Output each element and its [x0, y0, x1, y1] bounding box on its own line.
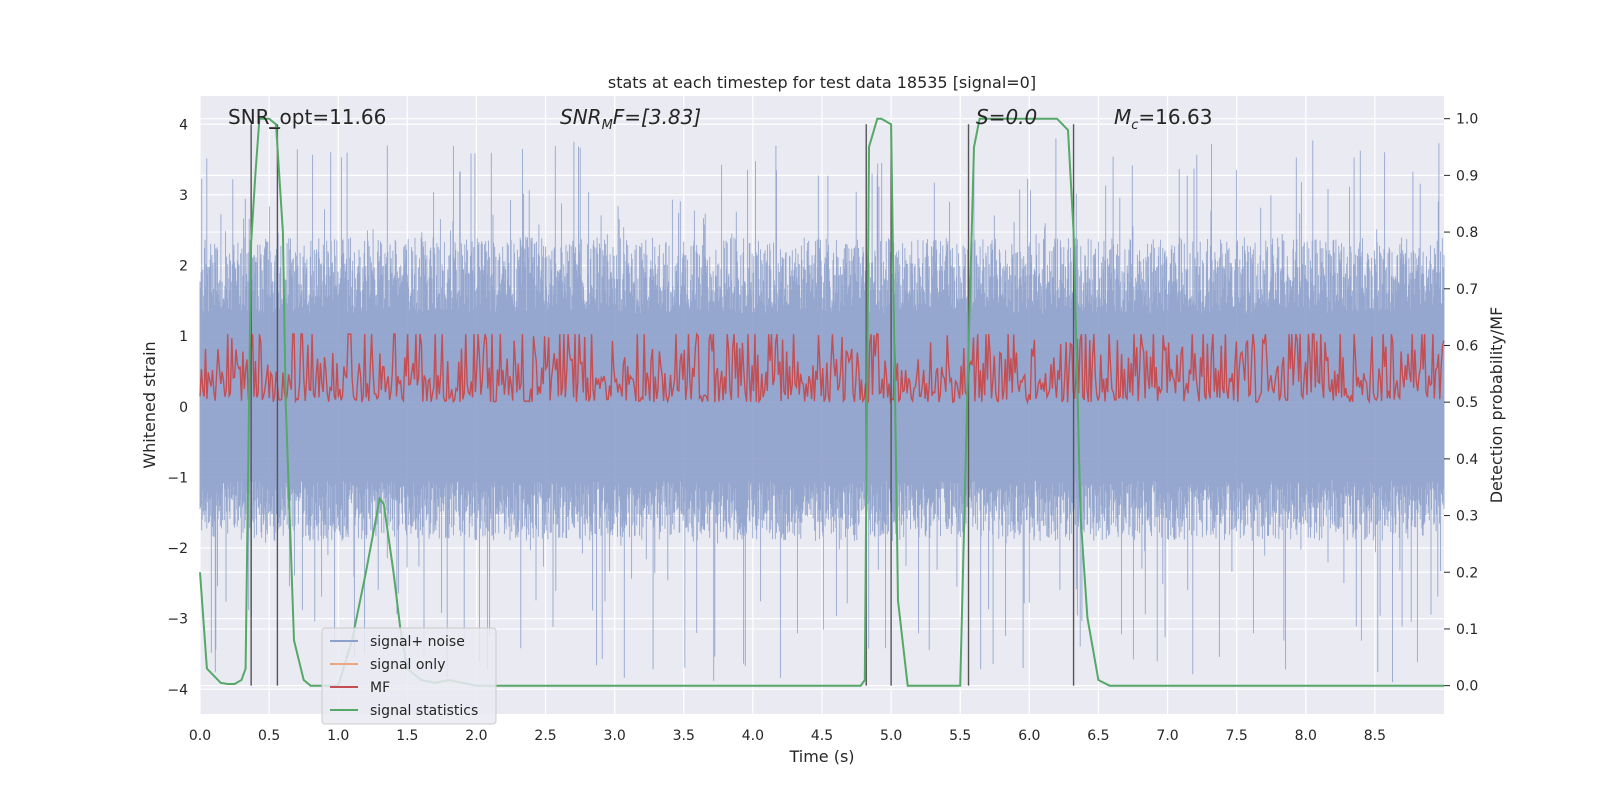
x-tick-label: 3.0 — [604, 728, 626, 744]
annotation-s: S=0.0 — [976, 105, 1037, 129]
x-tick-label: 4.5 — [811, 728, 833, 744]
x-tick-label: 1.0 — [327, 728, 349, 744]
legend-box — [321, 627, 497, 725]
signal-statistics-series — [199, 117, 1444, 687]
x-tick-label: 7.5 — [1226, 728, 1248, 744]
legend-label-mf: MF — [370, 680, 390, 696]
x-tick-label: 1.5 — [396, 728, 418, 744]
x-tick-label: 4.0 — [742, 728, 764, 744]
x-tick-label: 3.5 — [673, 728, 695, 744]
x-tick-label: 6.5 — [1087, 728, 1109, 744]
y-tick-label-right: 0.5 — [1456, 395, 1478, 411]
y-tick-label-right: 0.7 — [1456, 282, 1478, 298]
y-tick-label-left: 4 — [179, 117, 188, 133]
y-tick-label-left: 0 — [179, 400, 188, 416]
x-tick-label: 0.0 — [189, 728, 211, 744]
y-tick-label-left: −1 — [167, 470, 188, 486]
signal-statistics-line — [199, 117, 1444, 687]
legend: signal+ noise signal only MF signal stat… — [321, 627, 497, 725]
x-tick-label: 5.5 — [949, 728, 971, 744]
y-tick-label-right: 1.0 — [1456, 112, 1478, 128]
y-tick-label-left: 3 — [179, 188, 188, 204]
y-tick-label-right: 0.0 — [1456, 679, 1478, 695]
tick-labels: 0.0 0.5 1.0 1.5 2.0 2.5 3.0 3.5 4.0 4.5 5.0 5.5 6.0 6… — [167, 112, 1478, 744]
x-tick-label: 6.0 — [1018, 728, 1040, 744]
y-tick-label-right: 0.9 — [1456, 168, 1478, 184]
x-tick-label: 2.5 — [534, 728, 556, 744]
y-tick-label-right: 0.8 — [1456, 225, 1478, 241]
y-axis-label-right: Detection probability/MF — [1487, 307, 1506, 504]
y-tick-label-left: −4 — [167, 682, 188, 698]
annotation-snr-mf: SNRMF=[3.83] — [560, 105, 701, 133]
y-tick-label-right: 0.4 — [1456, 452, 1478, 468]
legend-label-signal: signal only — [370, 657, 445, 673]
chart-title: stats at each timestep for test data 185… — [608, 73, 1036, 92]
x-tick-label: 8.5 — [1364, 728, 1386, 744]
legend-label-stat: signal statistics — [370, 703, 478, 719]
y-tick-label-left: 1 — [179, 329, 188, 345]
x-tick-label: 7.0 — [1156, 728, 1178, 744]
x-tick-label: 0.5 — [258, 728, 280, 744]
annotation-snr-opt: SNR_opt=11.66 — [228, 105, 386, 129]
y-tick-label-right: 0.3 — [1456, 509, 1478, 525]
legend-label-noise: signal+ noise — [370, 634, 465, 650]
x-tick-label: 5.0 — [880, 728, 902, 744]
x-axis-label: Time (s) — [788, 747, 854, 766]
y-tick-label-right: 0.1 — [1456, 622, 1478, 638]
y-tick-label-right: 0.6 — [1456, 338, 1478, 354]
y-tick-label-right: 0.2 — [1456, 565, 1478, 581]
x-tick-label: 8.0 — [1295, 728, 1317, 744]
y-tick-label-left: −2 — [167, 541, 188, 557]
annotation-mc: Mc=16.63 — [1114, 105, 1212, 133]
x-tick-label: 2.0 — [465, 728, 487, 744]
y-tick-label-left: −3 — [167, 612, 188, 628]
y-axis-label-left: Whitened strain — [140, 341, 159, 468]
mf-series — [199, 332, 1445, 405]
mf-line — [199, 332, 1445, 405]
y-tick-label-left: 2 — [179, 259, 188, 275]
